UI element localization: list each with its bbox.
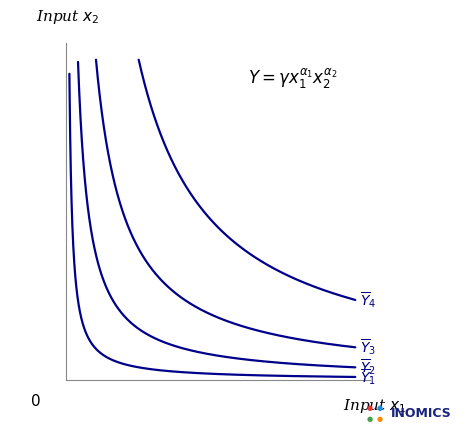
Text: $Y = \gamma x_1^{\alpha_1} x_2^{\alpha_2}$: $Y = \gamma x_1^{\alpha_1} x_2^{\alpha_2…	[248, 67, 338, 91]
Text: $\overline{Y}_4$: $\overline{Y}_4$	[360, 290, 376, 310]
Text: Input $x_2$: Input $x_2$	[36, 8, 100, 26]
Text: ●: ●	[376, 405, 382, 411]
Text: ●: ●	[367, 405, 373, 411]
Text: $\overline{Y}_1$: $\overline{Y}_1$	[360, 367, 375, 387]
Text: INOMICS: INOMICS	[391, 407, 452, 420]
Text: Input $x_1$: Input $x_1$	[343, 397, 406, 415]
Text: $\overline{Y}_2$: $\overline{Y}_2$	[360, 357, 375, 377]
Text: ●: ●	[376, 416, 382, 422]
Text: $\overline{Y}_3$: $\overline{Y}_3$	[360, 337, 375, 357]
Text: ●: ●	[367, 416, 373, 422]
Text: 0: 0	[31, 394, 41, 409]
